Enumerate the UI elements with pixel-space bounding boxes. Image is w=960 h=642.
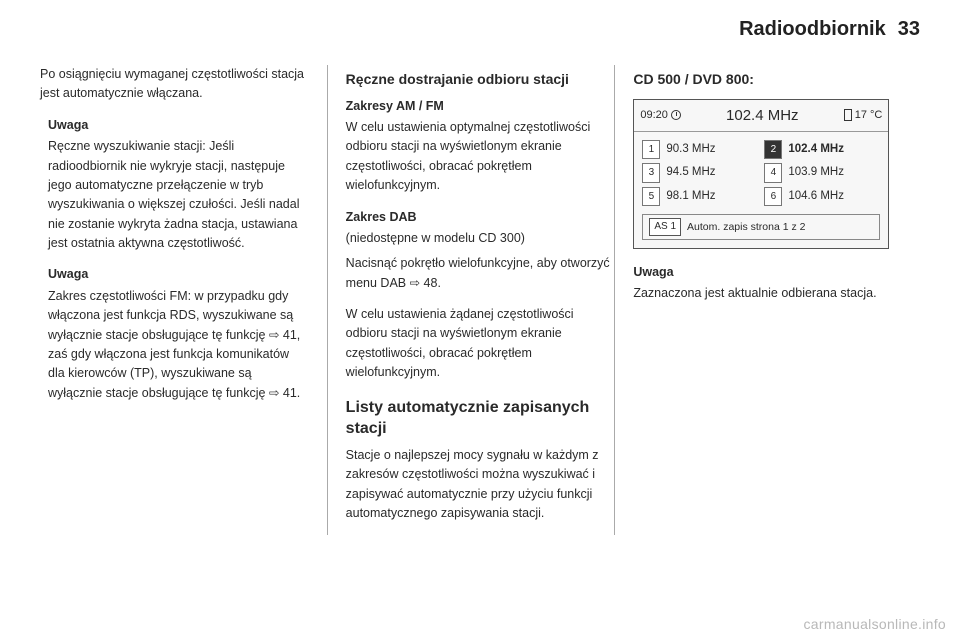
autostore-badge: AS 1 bbox=[649, 218, 681, 236]
section-heading-autostore: Listy automatycznie zapisanych stacji bbox=[346, 397, 615, 440]
dab-body-1: Nacisnąć pokrętło wielofunkcyjne, aby ot… bbox=[346, 254, 615, 293]
note-body: Zakres częstotliwości FM: w przypadku gd… bbox=[48, 287, 309, 403]
column-2: Ręczne dostrajanie odbioru stacji Zakres… bbox=[328, 65, 615, 535]
preset-slot-1[interactable]: 1 bbox=[642, 140, 660, 160]
preset-freq-1: 90.3 MHz bbox=[666, 141, 758, 159]
display-current-frequency: 102.4 MHz bbox=[726, 104, 799, 127]
column-3: CD 500 / DVD 800: 09:20 102.4 MHz 17 °C … bbox=[615, 65, 920, 535]
time-value: 09:20 bbox=[640, 107, 668, 124]
content-columns: Po osiągnięciu wymaganej częstotliwości … bbox=[40, 65, 920, 535]
preset-grid: 1 90.3 MHz 2 102.4 MHz 3 94.5 MHz 4 103.… bbox=[634, 132, 888, 215]
preset-freq-5: 98.1 MHz bbox=[666, 188, 758, 206]
intro-paragraph: Po osiągnięciu wymaganej częstotliwości … bbox=[40, 65, 309, 104]
watermark-text: carmanualsonline.info bbox=[804, 616, 947, 632]
display-temperature: 17 °C bbox=[844, 107, 883, 124]
preset-slot-6[interactable]: 6 bbox=[764, 187, 782, 207]
note-body: Zaznaczona jest aktualnie odbierana stac… bbox=[633, 284, 902, 303]
note-label: Uwaga bbox=[48, 116, 309, 135]
section-heading-manual-tune: Ręczne dostrajanie odbioru stacji bbox=[346, 69, 615, 91]
chapter-title: Radioodbiornik bbox=[739, 18, 886, 41]
preset-slot-3[interactable]: 3 bbox=[642, 163, 660, 183]
autostore-body: Stacje o najlepszej mocy sygnału w każdy… bbox=[346, 446, 615, 524]
note-label: Uwaga bbox=[633, 263, 902, 282]
thermometer-icon bbox=[844, 109, 852, 121]
preset-freq-6: 104.6 MHz bbox=[788, 188, 880, 206]
preset-freq-3: 94.5 MHz bbox=[666, 164, 758, 182]
amfm-body: W celu ustawienia optymalnej częstotliwo… bbox=[346, 118, 615, 196]
autostore-page-text: Autom. zapis strona 1 z 2 bbox=[687, 219, 805, 235]
preset-slot-2[interactable]: 2 bbox=[764, 140, 782, 160]
display-footer: AS 1 Autom. zapis strona 1 z 2 bbox=[642, 214, 880, 240]
display-time: 09:20 bbox=[640, 107, 681, 124]
clock-icon bbox=[671, 110, 681, 120]
note-block-2: Uwaga Zakres częstotliwości FM: w przypa… bbox=[40, 265, 309, 403]
sub-heading-dab: Zakres DAB bbox=[346, 208, 615, 227]
note-block-1: Uwaga Ręczne wyszukiwanie stacji: Jeśli … bbox=[40, 116, 309, 254]
preset-slot-4[interactable]: 4 bbox=[764, 163, 782, 183]
device-model-heading: CD 500 / DVD 800: bbox=[633, 69, 902, 91]
column-1: Po osiągnięciu wymaganej częstotliwości … bbox=[40, 65, 327, 535]
note-body: Ręczne wyszukiwanie stacji: Jeśli radioo… bbox=[48, 137, 309, 253]
preset-freq-4: 103.9 MHz bbox=[788, 164, 880, 182]
sub-heading-amfm: Zakresy AM / FM bbox=[346, 97, 615, 116]
page-header: Radioodbiornik 33 bbox=[40, 18, 920, 41]
dab-body-2: W celu ustawienia żądanej częstotliwości… bbox=[346, 305, 615, 383]
preset-freq-2: 102.4 MHz bbox=[788, 141, 880, 159]
preset-slot-5[interactable]: 5 bbox=[642, 187, 660, 207]
page-number: 33 bbox=[898, 18, 920, 41]
dab-availability-note: (niedostępne w modelu CD 300) bbox=[346, 229, 615, 248]
note-block-3: Uwaga Zaznaczona jest aktualnie odbieran… bbox=[633, 263, 902, 304]
note-label: Uwaga bbox=[48, 265, 309, 284]
radio-display-figure: 09:20 102.4 MHz 17 °C 1 90.3 MHz 2 102.4… bbox=[633, 99, 889, 249]
display-top-bar: 09:20 102.4 MHz 17 °C bbox=[634, 100, 888, 132]
temp-value: 17 °C bbox=[855, 107, 883, 124]
